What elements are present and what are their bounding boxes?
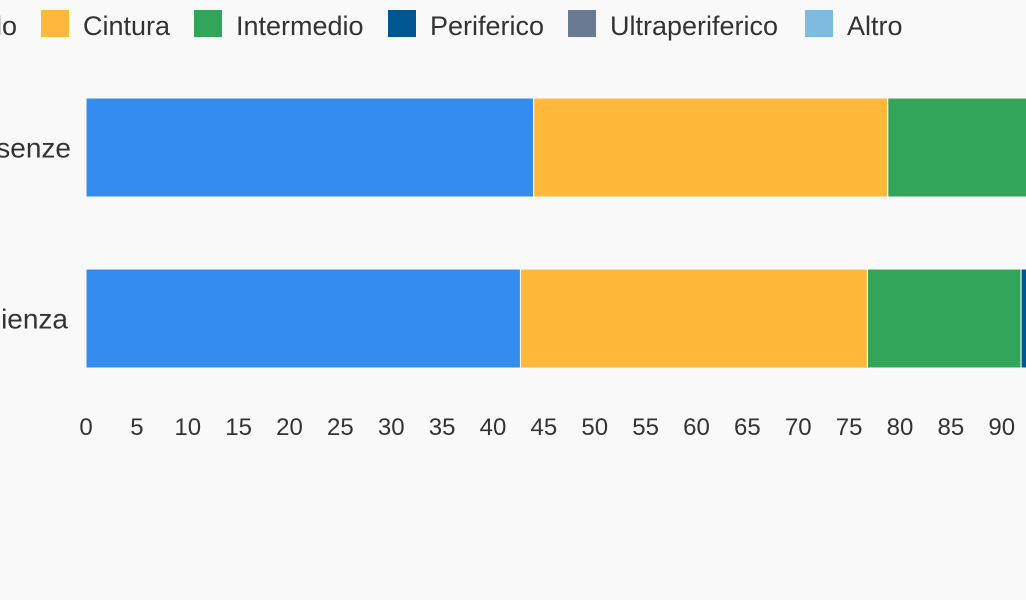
bar-presenze-cintura[interactable]: [533, 97, 889, 198]
legend-swatch-periferico[interactable]: [388, 10, 416, 37]
legend-swatch-intermedio[interactable]: [194, 10, 222, 37]
x-axis-ticks: 0 5 10 15 20 25 30 35 40 45 50 55 60 65 70 75 80 85 90: [79, 414, 1015, 441]
legend-swatch-cintura[interactable]: [41, 10, 69, 37]
bar-residenza-intermedio[interactable]: [866, 268, 1022, 369]
x-tick-label-60: 60: [683, 414, 710, 441]
category-labels: senze ienza: [0, 133, 71, 335]
x-tick-label-50: 50: [581, 414, 608, 441]
x-tick-label-0: 0: [79, 414, 92, 441]
x-tick-label-90: 90: [988, 414, 1015, 441]
category-label-presenze: senze: [0, 133, 71, 164]
bar-presenze-nucleo[interactable]: [85, 97, 535, 198]
x-tick-label-5: 5: [130, 414, 143, 441]
x-tick-label-15: 15: [225, 414, 252, 441]
bar-residenza-nucleo[interactable]: [85, 268, 521, 369]
bars: [85, 97, 1026, 369]
x-tick-label-65: 65: [734, 414, 761, 441]
bar-residenza-cintura[interactable]: [519, 268, 868, 369]
legend-label-intermedio: Intermedio: [236, 11, 364, 41]
legend: lo Cintura Intermedio Periferico Ultraperife…: [0, 10, 903, 41]
bar-residenza-periferico[interactable]: [1020, 268, 1026, 369]
x-tick-label-70: 70: [785, 414, 812, 441]
x-tick-label-25: 25: [327, 414, 354, 441]
legend-swatch-ultraperiferico[interactable]: [568, 10, 596, 37]
x-tick-label-20: 20: [276, 414, 303, 441]
x-tick-label-80: 80: [887, 414, 914, 441]
category-label-residenza: ienza: [1, 304, 68, 335]
x-tick-label-40: 40: [480, 414, 507, 441]
bar-presenze-intermedio[interactable]: [887, 97, 1026, 198]
x-tick-label-10: 10: [174, 414, 201, 441]
legend-label-cintura: Cintura: [83, 11, 171, 41]
legend-swatch-altro[interactable]: [805, 10, 833, 37]
legend-label-nucleo: lo: [0, 11, 17, 41]
legend-label-ultraperiferico: Ultraperiferico: [610, 11, 778, 41]
x-tick-label-35: 35: [429, 414, 456, 441]
x-tick-label-30: 30: [378, 414, 405, 441]
x-tick-label-55: 55: [632, 414, 659, 441]
legend-label-altro: Altro: [847, 11, 903, 41]
x-tick-label-85: 85: [938, 414, 965, 441]
x-tick-label-45: 45: [531, 414, 558, 441]
x-tick-label-75: 75: [836, 414, 863, 441]
legend-label-periferico: Periferico: [430, 11, 544, 41]
